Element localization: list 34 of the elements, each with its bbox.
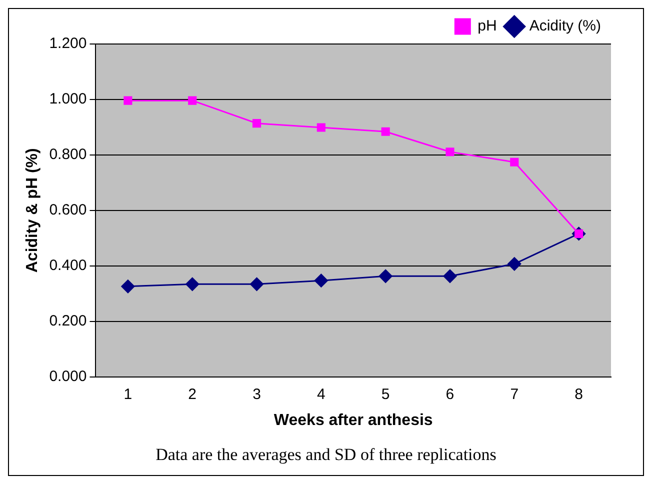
point: [252, 119, 262, 128]
y-tick-label: 0.400: [49, 257, 87, 274]
text: Data are the averages and SD of three replications: [154, 444, 498, 466]
legend-label: Acidity (%): [529, 18, 602, 35]
point: [121, 280, 135, 294]
y-tick-label: 0.000: [49, 368, 87, 385]
x-tick-label: 1: [124, 386, 132, 403]
y-tick-label: 0.800: [49, 146, 87, 164]
point: [124, 96, 132, 105]
x-tick-label: 2: [188, 386, 197, 403]
point: [316, 123, 326, 132]
x-tick-label: 7: [510, 386, 519, 403]
legend-label: pH: [478, 18, 497, 35]
y-tick-label: 0.200: [49, 312, 87, 330]
y-tick-label: 1.000: [49, 90, 87, 108]
y-axis-title: Acidity & pH (%): [24, 148, 42, 273]
x-tick-label: 8: [574, 386, 583, 403]
point: [510, 158, 519, 166]
point: [443, 269, 457, 283]
x-tick-label: 6: [446, 386, 454, 403]
x-axis-title: Weeks after anthesis: [274, 412, 433, 429]
x-tick-label: 3: [252, 386, 261, 403]
x-tick-label: 4: [316, 386, 326, 403]
y-tick-label: 1.200: [49, 35, 87, 52]
point: [446, 148, 454, 156]
x-tick-label: 5: [381, 386, 390, 403]
point: [508, 257, 522, 271]
point: [188, 96, 197, 105]
point: [381, 127, 390, 136]
point: [186, 277, 200, 291]
point: [250, 277, 264, 291]
point: [314, 274, 328, 288]
y-tick-label: 0.600: [49, 202, 87, 219]
point: [378, 269, 392, 283]
